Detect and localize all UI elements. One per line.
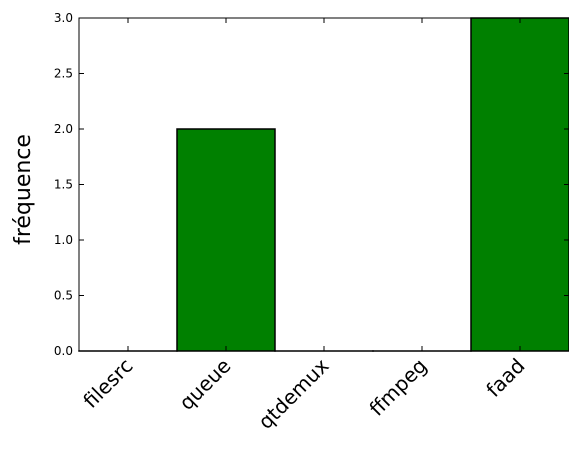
bar-faad [471, 18, 569, 351]
bar-queue [177, 129, 275, 351]
y-tick-label: 1.5 [54, 178, 73, 192]
y-tick-label: 3.0 [54, 11, 73, 25]
y-tick-label: 2.0 [54, 122, 73, 136]
y-tick-label: 0.5 [54, 289, 73, 303]
y-tick-label: 2.5 [54, 67, 73, 81]
y-tick-label: 1.0 [54, 233, 73, 247]
y-tick-label: 0.0 [54, 344, 73, 358]
y-axis-label: fréquence [11, 134, 36, 245]
